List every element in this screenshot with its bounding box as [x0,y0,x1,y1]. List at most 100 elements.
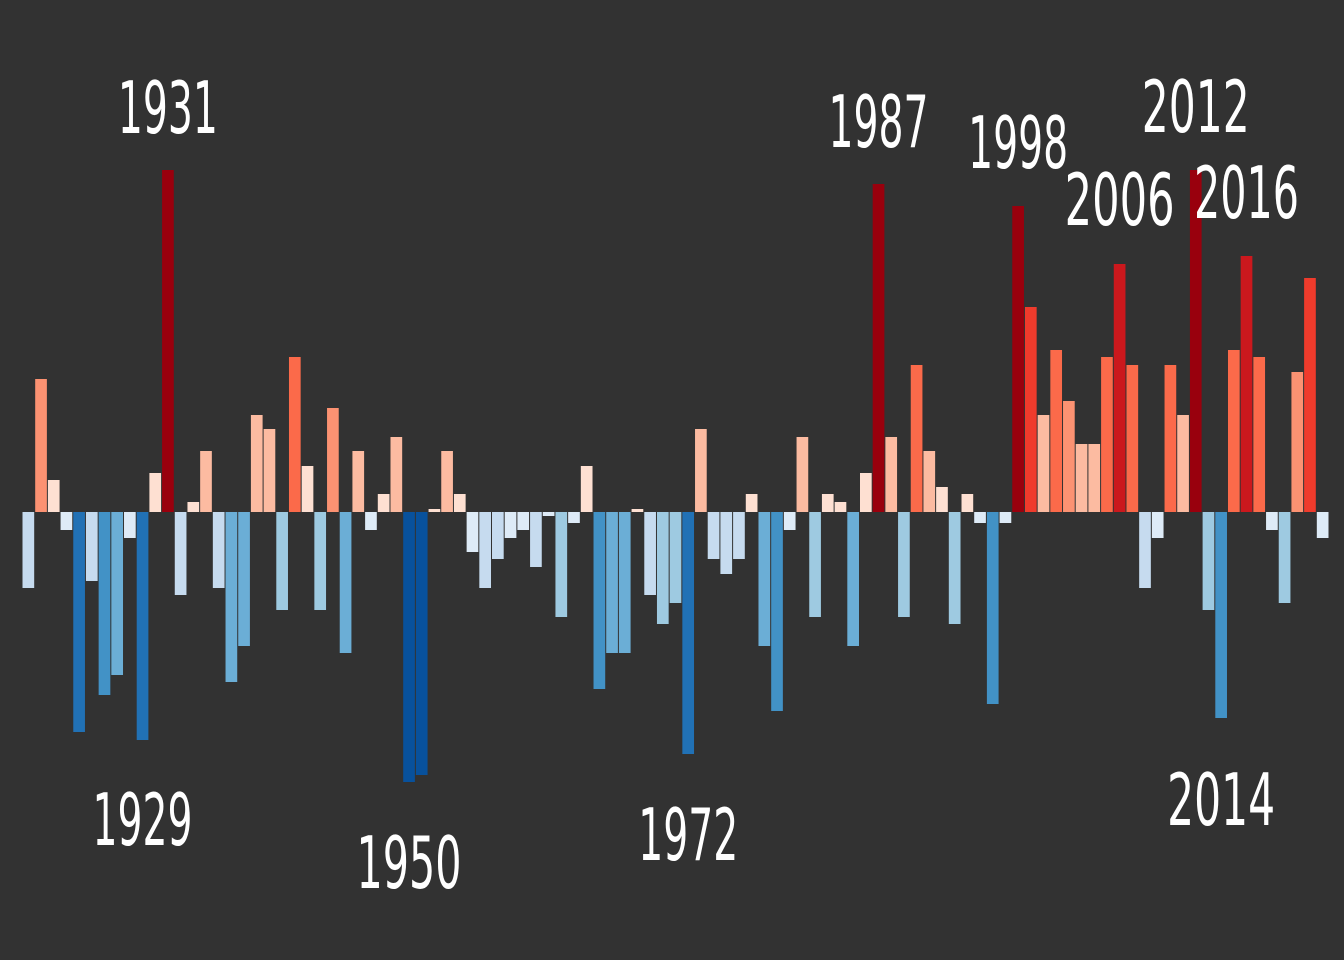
bar [365,512,377,530]
bar [352,451,365,512]
bar [111,512,124,675]
bar [187,502,200,512]
bar [834,502,847,512]
bar [1063,401,1075,512]
bar [339,512,352,653]
year-annotation: 1950 [357,821,462,905]
bar [847,512,859,646]
bar [974,512,986,523]
bar [631,509,644,512]
bar [885,437,898,512]
bar [821,494,834,512]
bar [644,512,656,595]
bar [999,512,1012,523]
bar [948,512,961,624]
bar [238,512,250,646]
bar [986,512,999,704]
bar [542,512,555,516]
bar [530,512,542,567]
bar [1024,307,1037,512]
bar [1101,357,1113,512]
bar [923,451,936,512]
bar [1075,444,1088,512]
bar [60,512,73,530]
bar [403,512,415,782]
bar [327,408,339,512]
year-annotation: 2006 [1065,158,1175,242]
bar [390,437,403,512]
bar [263,429,276,512]
bar [415,512,428,775]
bar [22,512,35,588]
bar [796,437,809,512]
year-annotation: 1929 [93,778,193,862]
bar [492,512,504,559]
bar [898,512,910,617]
bar [1253,357,1266,512]
bar [910,365,923,512]
bar [85,512,98,581]
bar [936,487,948,512]
bar [1202,512,1215,610]
bar [1012,206,1024,512]
bar [961,494,974,512]
bar [428,509,441,512]
bar [859,473,872,512]
bar [1139,512,1151,588]
bar [98,512,111,695]
year-annotation: 1987 [829,80,929,164]
bar [771,512,783,711]
bar [250,415,263,512]
bar [872,184,885,512]
bar [1177,415,1189,512]
year-annotation: 1998 [968,101,1068,185]
bar [580,466,593,512]
bar [1316,512,1329,538]
bar [314,512,327,610]
bar [707,512,720,559]
bar [1050,350,1063,512]
year-annotation: 2016 [1194,151,1299,235]
year-annotation: 2014 [1167,758,1275,842]
bar [593,512,606,689]
bar [720,512,733,574]
bar [301,466,314,512]
bar [1266,512,1278,530]
year-annotation: 1931 [118,66,218,150]
bar [225,512,238,682]
bar [73,512,85,732]
bar [733,512,745,559]
bar [517,512,530,530]
bar [745,494,758,512]
bar [1291,372,1304,512]
bar [136,512,149,740]
bar [35,379,47,512]
bar [1164,365,1177,512]
bar [1088,444,1101,512]
bar [1151,512,1164,538]
bar [783,512,796,530]
bar [504,512,517,538]
bar [47,480,60,512]
bar [555,512,568,617]
bar [682,512,695,754]
bar [606,512,618,653]
bar [441,451,453,512]
bar [200,451,212,512]
bar [669,512,682,603]
bar [1304,278,1316,512]
bar [377,494,390,512]
bar [568,512,580,523]
bar [1215,512,1227,718]
bar [1126,365,1139,512]
bar [1113,264,1126,512]
bar [124,512,136,538]
bar [1240,256,1253,512]
year-annotation: 1972 [638,793,738,877]
bar [149,473,162,512]
bar [162,170,174,512]
bar [809,512,821,617]
bar [466,512,479,552]
bar [758,512,771,646]
